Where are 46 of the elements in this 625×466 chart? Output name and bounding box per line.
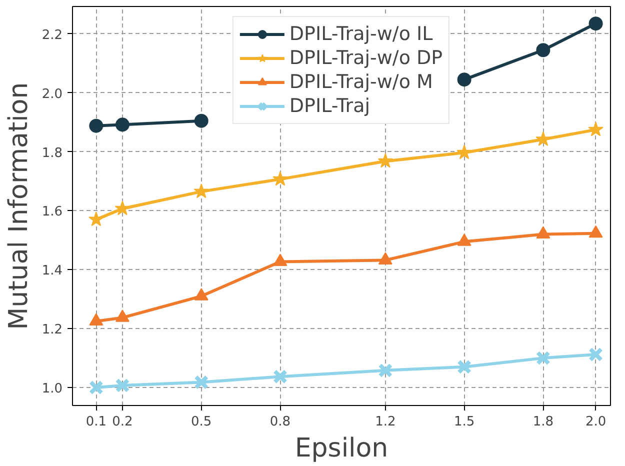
- legend-label: DPIL-Traj-w/o M: [289, 71, 433, 93]
- point: [588, 16, 603, 31]
- point: [457, 234, 472, 246]
- point: [536, 43, 550, 58]
- point: [272, 369, 288, 384]
- y-tick-label: 1.4: [42, 264, 63, 279]
- point: [536, 350, 550, 366]
- y-tick-label: 2.0: [42, 86, 63, 102]
- x-axis-title: Epsilon: [294, 434, 388, 464]
- point: [588, 225, 603, 238]
- point: [114, 200, 130, 216]
- point: [115, 118, 130, 132]
- point: [457, 72, 472, 87]
- x-tick-label: 1.5: [454, 414, 475, 430]
- legend-label: DPIL-Traj-w/o DP: [289, 47, 443, 69]
- point: [272, 171, 288, 186]
- point: [536, 131, 551, 146]
- point: [88, 380, 104, 395]
- point: [588, 122, 604, 136]
- point: [536, 226, 550, 239]
- point: [88, 212, 104, 226]
- point: [89, 118, 104, 133]
- point: [194, 114, 208, 128]
- x-tick-label: 0.5: [191, 414, 212, 430]
- point: [115, 378, 130, 393]
- y-tick-label: 2.2: [42, 28, 63, 43]
- legend-label: DPIL-Traj-w/o IL: [289, 23, 433, 45]
- x-tick-label: 0.8: [270, 414, 291, 430]
- point: [378, 363, 393, 378]
- y-tick-label: 1.6: [42, 204, 63, 220]
- point: [194, 374, 209, 390]
- legend-label: DPIL-Traj: [289, 95, 370, 117]
- y-axis-title: Mutual Information: [4, 82, 34, 330]
- x-tick-label: 1.8: [532, 414, 554, 430]
- point: [456, 144, 472, 160]
- y-tick-label: 1.8: [42, 146, 63, 161]
- point: [456, 360, 472, 374]
- x-tick-label: 0.1: [86, 414, 107, 430]
- x-tick-label: 1.2: [375, 414, 396, 430]
- point: [378, 153, 394, 168]
- x-tick-label: 0.2: [112, 414, 133, 430]
- y-tick-label: 1.2: [42, 322, 63, 338]
- y-tick-label: 1.0: [42, 382, 63, 397]
- x-tick-label: 2.0: [585, 414, 606, 430]
- point: [588, 347, 604, 362]
- point: [194, 184, 209, 198]
